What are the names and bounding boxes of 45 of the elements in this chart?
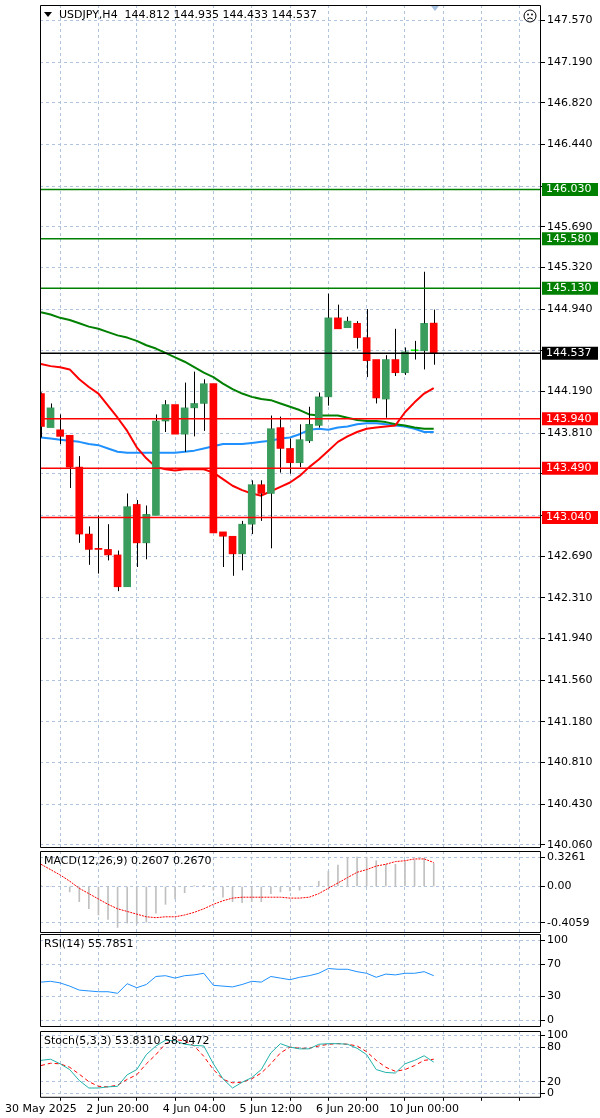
x-tick-label: 2 Jun 20:00 [86, 1102, 150, 1116]
chart-title: RSI(14) 55.7851 [44, 936, 134, 950]
y-tick-label: 145.320 [547, 260, 593, 274]
ref-line-label: 144.537 [546, 346, 592, 360]
y-tick-label: 140.430 [547, 796, 593, 810]
ref-line-label: 143.940 [546, 411, 592, 425]
y-tick-label: 20 [547, 1074, 561, 1088]
x-tick-label: 6 Jun 20:00 [316, 1102, 379, 1116]
y-tick-label: 144.190 [547, 384, 593, 398]
y-tick-label: 146.440 [547, 137, 593, 151]
y-tick-label: 144.940 [547, 301, 593, 315]
x-tick-label: 30 May 2025 [5, 1102, 77, 1116]
ref-line-label: 143.490 [546, 461, 592, 475]
ref-line-label: 145.130 [546, 281, 592, 295]
ref-line-label: 146.030 [546, 182, 592, 196]
y-tick-label: 141.560 [547, 672, 593, 686]
ref-line-label: 143.040 [546, 510, 592, 524]
y-tick-label: 142.690 [547, 548, 593, 562]
y-tick-label: 146.820 [547, 95, 593, 109]
y-tick-label: 145.690 [547, 219, 593, 233]
y-tick-label: 100 [547, 1028, 568, 1042]
y-tick-label: 0.00 [547, 879, 572, 893]
y-tick-label: 30 [547, 989, 561, 1003]
x-tick-label: 5 Jun 12:00 [239, 1102, 303, 1116]
y-tick-label: 147.190 [547, 54, 593, 68]
y-tick-label: 140.810 [547, 755, 593, 769]
y-tick-label: 147.570 [547, 13, 593, 27]
y-tick-label: 0 [547, 1013, 554, 1027]
y-tick-label: 80 [547, 1039, 561, 1053]
y-tick-label: 141.940 [547, 631, 593, 645]
y-tick-label: 70 [547, 957, 561, 971]
y-tick-label: 0 [547, 1086, 554, 1100]
chart-title: Stoch(5,3,3) 53.8310 58.9472 [44, 1033, 210, 1047]
x-tick-label: 10 Jun 00:00 [389, 1102, 460, 1116]
y-tick-label: 0.3261 [547, 850, 586, 864]
y-tick-label: 140.060 [547, 837, 593, 851]
y-tick-label: 142.310 [547, 590, 593, 604]
chart-title: MACD(12,26,9) 0.2607 0.2670 [44, 853, 212, 867]
chart-title: USDJPY,H4 144.812 144.935 144.433 144.537 [59, 7, 318, 21]
ref-line-label: 145.580 [546, 231, 592, 245]
x-tick-label: 4 Jun 04:00 [162, 1102, 226, 1116]
y-tick-label: 141.180 [547, 714, 593, 728]
y-tick-label: 143.810 [547, 425, 593, 439]
y-tick-label: 100 [547, 933, 568, 947]
y-tick-label: -0.4059 [547, 915, 590, 929]
